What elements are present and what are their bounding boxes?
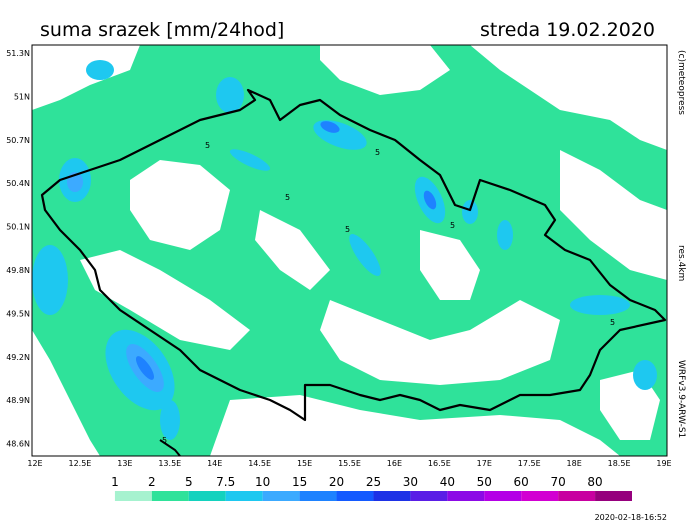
timestamp: 2020-02-18-16:52 xyxy=(595,513,667,522)
colorbar-box xyxy=(78,491,115,501)
colorbar-box xyxy=(595,491,632,501)
colorbar-box xyxy=(336,491,374,501)
lat-label: 51.3N xyxy=(6,49,30,58)
colorbar-box xyxy=(447,491,485,501)
lat-label: 49.5N xyxy=(6,309,30,318)
resolution: res.4km xyxy=(676,245,686,281)
colorbar-label: 50 xyxy=(477,475,492,489)
colorbar-box xyxy=(558,491,596,501)
colorbar-box xyxy=(262,491,300,501)
colorbar-label: 40 xyxy=(440,475,455,489)
contour-label: 5 xyxy=(450,221,455,230)
lon-label: 12.5E xyxy=(68,459,91,468)
colorbar-label: 25 xyxy=(366,475,381,489)
wet-areas xyxy=(32,60,657,440)
lon-label: 16E xyxy=(387,459,402,468)
lon-label: 18E xyxy=(567,459,582,468)
contour-label: 5 xyxy=(375,148,380,157)
lat-label: 48.9N xyxy=(6,396,30,405)
colorbar-label: 2 xyxy=(148,475,156,489)
colorbar-box xyxy=(521,491,559,501)
lon-label: 13.5E xyxy=(158,459,181,468)
colorbar-label: 10 xyxy=(255,475,270,489)
colorbar-box xyxy=(151,491,189,501)
map-area xyxy=(31,44,668,457)
contour-label: 5 xyxy=(285,193,290,202)
colorbar-box xyxy=(114,491,152,501)
contour-label: 5 xyxy=(610,318,615,327)
lon-label: 14.5E xyxy=(248,459,271,468)
lat-label: 50.1N xyxy=(6,223,30,232)
lon-label: 19E xyxy=(656,459,671,468)
lon-label: 15E xyxy=(297,459,312,468)
map-frame xyxy=(31,44,668,457)
colorbar-label: 60 xyxy=(514,475,529,489)
colorbar-box xyxy=(484,491,522,501)
colorbar-label: 70 xyxy=(550,475,565,489)
lat-label: 50.7N xyxy=(6,136,30,145)
colorbar-label: 80 xyxy=(587,475,602,489)
colorbar-box xyxy=(188,491,226,501)
colorbar-label: 1 xyxy=(111,475,119,489)
model-name: WRFv3.9-ARW-S1 xyxy=(676,360,686,438)
colorbar-label: 5 xyxy=(185,475,193,489)
colorbar-label: 15 xyxy=(292,475,307,489)
lat-label: 48.6N xyxy=(6,440,30,449)
colorbar-label: 30 xyxy=(403,475,418,489)
contour-label: 5 xyxy=(162,436,167,445)
colorbar-label: 7.5 xyxy=(216,475,235,489)
dry-areas xyxy=(32,45,667,456)
lat-label: 49.2N xyxy=(6,353,30,362)
credit: (c)meteopress xyxy=(676,50,686,115)
lat-label: 50.4N xyxy=(6,179,30,188)
colorbar-box xyxy=(410,491,448,501)
map-date: streda 19.02.2020 xyxy=(480,19,655,41)
lon-label: 18.5E xyxy=(608,459,631,468)
colorbar-box xyxy=(225,491,263,501)
lon-label: 17.5E xyxy=(518,459,541,468)
contour-label: 5 xyxy=(205,141,210,150)
lon-label: 12E xyxy=(27,459,42,468)
lat-label: 51N xyxy=(14,92,30,101)
lon-label: 14E xyxy=(207,459,222,468)
colorbar-label: 20 xyxy=(329,475,344,489)
contour-label: 5 xyxy=(345,225,350,234)
lat-label: 49.8N xyxy=(6,266,30,275)
colorbar-box xyxy=(299,491,337,501)
lon-label: 16.5E xyxy=(428,459,451,468)
colorbar-box xyxy=(373,491,411,501)
map-title: suma srazek [mm/24hod] xyxy=(40,19,284,41)
country-border xyxy=(40,88,667,422)
lon-label: 15.5E xyxy=(338,459,361,468)
lon-label: 13E xyxy=(117,459,132,468)
neighbor-border xyxy=(159,439,181,457)
lon-label: 17E xyxy=(477,459,492,468)
